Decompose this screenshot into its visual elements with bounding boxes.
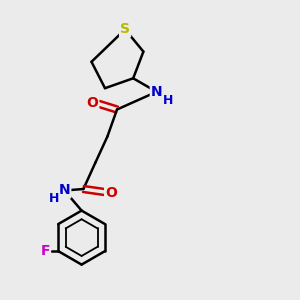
Text: N: N bbox=[59, 184, 70, 197]
Text: H: H bbox=[49, 192, 59, 206]
Text: O: O bbox=[86, 96, 98, 110]
Text: F: F bbox=[40, 244, 50, 258]
Text: O: O bbox=[105, 186, 117, 200]
Text: S: S bbox=[120, 22, 130, 36]
Text: N: N bbox=[151, 85, 162, 99]
Text: H: H bbox=[163, 94, 173, 107]
